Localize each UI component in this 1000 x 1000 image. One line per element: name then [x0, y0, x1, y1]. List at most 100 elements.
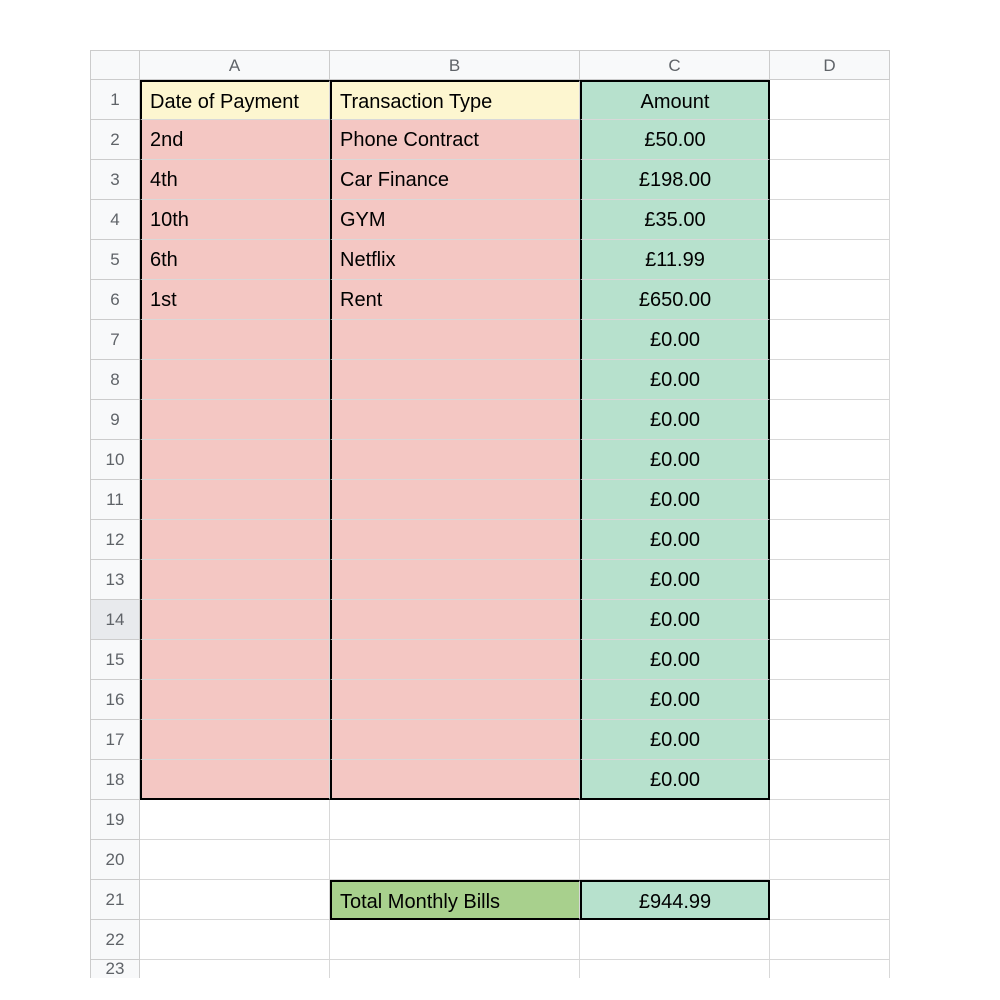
cell-D10[interactable] — [770, 440, 890, 480]
cell-B1[interactable]: Transaction Type — [330, 80, 580, 120]
cell-D9[interactable] — [770, 400, 890, 440]
cell-C7[interactable]: £0.00 — [580, 320, 770, 360]
cell-A5[interactable]: 6th — [140, 240, 330, 280]
cell-C17[interactable]: £0.00 — [580, 720, 770, 760]
cell-D22[interactable] — [770, 920, 890, 960]
cell-C22[interactable] — [580, 920, 770, 960]
cell-B21[interactable]: Total Monthly Bills — [330, 880, 580, 920]
cell-B12[interactable] — [330, 520, 580, 560]
cell-A16[interactable] — [140, 680, 330, 720]
cell-D7[interactable] — [770, 320, 890, 360]
cell-C4[interactable]: £35.00 — [580, 200, 770, 240]
cell-A8[interactable] — [140, 360, 330, 400]
cell-A17[interactable] — [140, 720, 330, 760]
cell-B19[interactable] — [330, 800, 580, 840]
cell-D1[interactable] — [770, 80, 890, 120]
cell-D11[interactable] — [770, 480, 890, 520]
cell-C23[interactable] — [580, 960, 770, 978]
cell-D3[interactable] — [770, 160, 890, 200]
column-header-B[interactable]: B — [330, 50, 580, 80]
row-header-16[interactable]: 16 — [90, 680, 140, 720]
spreadsheet-grid[interactable]: ABCD1Date of PaymentTransaction TypeAmou… — [90, 50, 1000, 978]
cell-D13[interactable] — [770, 560, 890, 600]
cell-B2[interactable]: Phone Contract — [330, 120, 580, 160]
cell-C13[interactable]: £0.00 — [580, 560, 770, 600]
cell-C6[interactable]: £650.00 — [580, 280, 770, 320]
column-header-A[interactable]: A — [140, 50, 330, 80]
cell-C20[interactable] — [580, 840, 770, 880]
cell-B14[interactable] — [330, 600, 580, 640]
cell-A23[interactable] — [140, 960, 330, 978]
row-header-9[interactable]: 9 — [90, 400, 140, 440]
cell-B23[interactable] — [330, 960, 580, 978]
cell-C19[interactable] — [580, 800, 770, 840]
row-header-3[interactable]: 3 — [90, 160, 140, 200]
cell-D16[interactable] — [770, 680, 890, 720]
cell-B10[interactable] — [330, 440, 580, 480]
cell-C5[interactable]: £11.99 — [580, 240, 770, 280]
cell-B6[interactable]: Rent — [330, 280, 580, 320]
cell-B3[interactable]: Car Finance — [330, 160, 580, 200]
cell-A3[interactable]: 4th — [140, 160, 330, 200]
row-header-22[interactable]: 22 — [90, 920, 140, 960]
cell-D12[interactable] — [770, 520, 890, 560]
select-all-corner[interactable] — [90, 50, 140, 80]
cell-A1[interactable]: Date of Payment — [140, 80, 330, 120]
cell-A20[interactable] — [140, 840, 330, 880]
cell-A2[interactable]: 2nd — [140, 120, 330, 160]
cell-C8[interactable]: £0.00 — [580, 360, 770, 400]
cell-B15[interactable] — [330, 640, 580, 680]
cell-C11[interactable]: £0.00 — [580, 480, 770, 520]
row-header-5[interactable]: 5 — [90, 240, 140, 280]
cell-A21[interactable] — [140, 880, 330, 920]
cell-C21[interactable]: £944.99 — [580, 880, 770, 920]
row-header-6[interactable]: 6 — [90, 280, 140, 320]
row-header-7[interactable]: 7 — [90, 320, 140, 360]
cell-D5[interactable] — [770, 240, 890, 280]
cell-D4[interactable] — [770, 200, 890, 240]
row-header-14[interactable]: 14 — [90, 600, 140, 640]
cell-C16[interactable]: £0.00 — [580, 680, 770, 720]
cell-C9[interactable]: £0.00 — [580, 400, 770, 440]
cell-A18[interactable] — [140, 760, 330, 800]
cell-B16[interactable] — [330, 680, 580, 720]
row-header-17[interactable]: 17 — [90, 720, 140, 760]
cell-D20[interactable] — [770, 840, 890, 880]
cell-C18[interactable]: £0.00 — [580, 760, 770, 800]
cell-B18[interactable] — [330, 760, 580, 800]
cell-A10[interactable] — [140, 440, 330, 480]
row-header-23[interactable]: 23 — [90, 960, 140, 978]
cell-A14[interactable] — [140, 600, 330, 640]
column-header-D[interactable]: D — [770, 50, 890, 80]
row-header-4[interactable]: 4 — [90, 200, 140, 240]
row-header-19[interactable]: 19 — [90, 800, 140, 840]
cell-C14[interactable]: £0.00 — [580, 600, 770, 640]
cell-A15[interactable] — [140, 640, 330, 680]
cell-B7[interactable] — [330, 320, 580, 360]
cell-C2[interactable]: £50.00 — [580, 120, 770, 160]
cell-D18[interactable] — [770, 760, 890, 800]
cell-D23[interactable] — [770, 960, 890, 978]
cell-D19[interactable] — [770, 800, 890, 840]
row-header-11[interactable]: 11 — [90, 480, 140, 520]
cell-A9[interactable] — [140, 400, 330, 440]
cell-B22[interactable] — [330, 920, 580, 960]
cell-C3[interactable]: £198.00 — [580, 160, 770, 200]
cell-B9[interactable] — [330, 400, 580, 440]
cell-D15[interactable] — [770, 640, 890, 680]
row-header-8[interactable]: 8 — [90, 360, 140, 400]
row-header-2[interactable]: 2 — [90, 120, 140, 160]
cell-A7[interactable] — [140, 320, 330, 360]
row-header-20[interactable]: 20 — [90, 840, 140, 880]
cell-A6[interactable]: 1st — [140, 280, 330, 320]
row-header-1[interactable]: 1 — [90, 80, 140, 120]
cell-B8[interactable] — [330, 360, 580, 400]
cell-A11[interactable] — [140, 480, 330, 520]
cell-D6[interactable] — [770, 280, 890, 320]
cell-C15[interactable]: £0.00 — [580, 640, 770, 680]
cell-A22[interactable] — [140, 920, 330, 960]
cell-A19[interactable] — [140, 800, 330, 840]
cell-D2[interactable] — [770, 120, 890, 160]
cell-B11[interactable] — [330, 480, 580, 520]
row-header-10[interactable]: 10 — [90, 440, 140, 480]
